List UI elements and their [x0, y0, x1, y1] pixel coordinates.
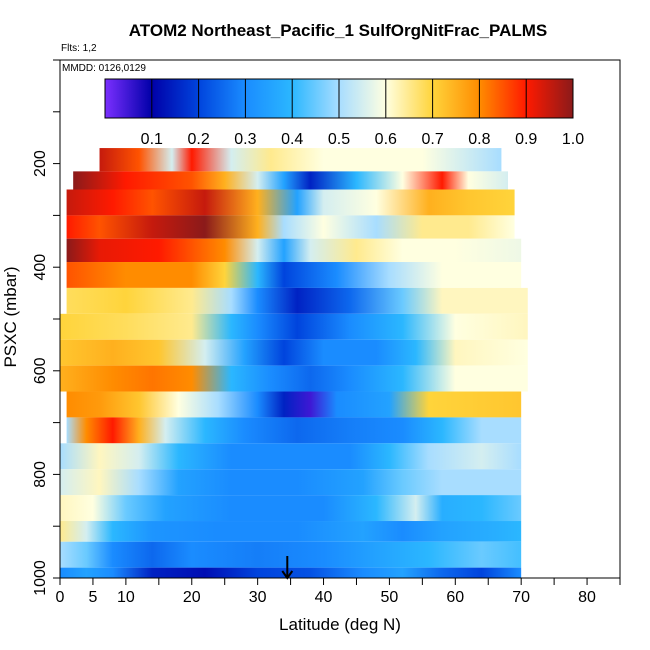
heatmap-row: [60, 339, 528, 366]
heatmap-row: [66, 189, 515, 216]
heatmap-row: [60, 541, 522, 568]
heatmap-row: [66, 238, 522, 263]
colorbar-tick-label: 0.7: [421, 131, 443, 148]
y-tick-label: 1000: [32, 560, 49, 596]
heatmap-row: [60, 443, 522, 470]
colorbar-tick-label: 0.6: [375, 131, 397, 148]
y-tick-label: 800: [32, 461, 49, 488]
colorbar-tick-label: 1.0: [562, 131, 584, 148]
latitude-marker: [281, 556, 294, 580]
y-tick-label: 600: [32, 357, 49, 384]
y-tick-label: 400: [32, 254, 49, 281]
heatmap-row: [60, 469, 522, 496]
y-axis-label: PSXC (mbar): [1, 266, 20, 367]
heatmap-row: [60, 521, 522, 542]
heatmap-row: [60, 495, 522, 522]
x-tick-label: 30: [249, 589, 267, 606]
colorbar-tick-label: 0.3: [234, 131, 256, 148]
x-axis-label: Latitude (deg N): [279, 615, 401, 634]
chart-title: ATOM2 Northeast_Pacific_1 SulfOrgNitFrac…: [129, 21, 548, 40]
x-tick-label: 40: [315, 589, 333, 606]
heatmap-row: [66, 215, 515, 239]
heatmap-row: [60, 365, 528, 392]
y-tick-label: 200: [32, 150, 49, 177]
heatmap-row: [66, 417, 522, 444]
heatmap-row: [99, 148, 502, 172]
y-axis: 200 400 600 800 1000: [32, 59, 60, 596]
x-tick-label: 80: [578, 589, 596, 606]
flights-label: Flts: 1,2: [61, 43, 97, 54]
x-tick-label: 20: [183, 589, 201, 606]
mmdd-label: MMDD: 0126,0129: [62, 63, 146, 74]
x-tick-label: 0: [56, 589, 65, 606]
colorbar: 0.1 0.2 0.3 0.4 0.5 0.6 0.7 0.8 0.9 1.0: [104, 78, 584, 148]
colorbar-tick-label: 0.5: [328, 131, 350, 148]
x-axis: 0 5 10 20 30 40 50 60 70 80: [56, 578, 621, 606]
heatmap-row: [66, 287, 528, 314]
heatmap-row: [66, 262, 522, 288]
colorbar-tick-label: 0.2: [187, 131, 209, 148]
heatmap-row: [60, 313, 528, 340]
colorbar-tick-label: 0.9: [515, 131, 537, 148]
x-tick-label: 60: [446, 589, 464, 606]
heatmap-rows: [60, 148, 528, 578]
colorbar-tick-label: 0.8: [468, 131, 490, 148]
x-tick-label: 5: [88, 589, 97, 606]
x-tick-label: 50: [381, 589, 399, 606]
x-tick-label: 10: [117, 589, 135, 606]
heatmap-row: [73, 171, 509, 190]
x-tick-label: 70: [512, 589, 530, 606]
colorbar-tick-label: 0.1: [141, 131, 163, 148]
marker-arrow-head: [281, 570, 294, 580]
colorbar-tick-label: 0.4: [281, 131, 303, 148]
heatmap-row: [66, 391, 522, 418]
